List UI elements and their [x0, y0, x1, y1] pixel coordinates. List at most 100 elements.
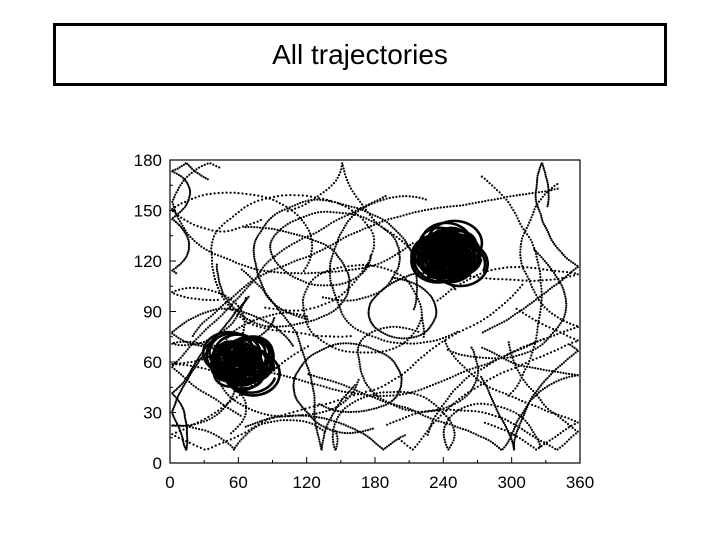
trajectory-point [347, 212, 351, 215]
trajectory-point [442, 436, 446, 439]
trajectory-point [246, 322, 249, 325]
trajectory-point [377, 337, 380, 340]
trajectory-point [479, 320, 482, 323]
trajectory-point [188, 286, 192, 289]
trajectory-point [350, 387, 353, 390]
trajectory-point [295, 233, 298, 236]
trajectory-point [525, 383, 529, 386]
trajectory-point [185, 287, 188, 290]
trajectory-point [448, 423, 451, 426]
trajectory-point [182, 384, 185, 387]
trajectory-point [301, 301, 305, 304]
trajectory-point [537, 191, 541, 194]
trajectory-point [185, 431, 188, 434]
trajectory-point [492, 311, 495, 314]
trajectory-point [244, 431, 247, 434]
trajectory-point [568, 375, 571, 378]
trajectory-point [327, 199, 331, 203]
trajectory-point [354, 264, 357, 267]
trajectory-point [473, 275, 476, 278]
trajectory-point [390, 234, 393, 237]
trajectory-point [288, 309, 291, 312]
trajectory-point [171, 332, 174, 335]
trajectory-point [175, 420, 178, 423]
trajectory-point [355, 195, 358, 198]
trajectory-point [191, 366, 194, 369]
trajectory-point [394, 280, 397, 283]
trajectory-point [321, 443, 324, 446]
trajectory-point [206, 162, 209, 165]
trajectory-point [314, 239, 317, 243]
trajectory-point [559, 331, 562, 334]
trajectory-point [292, 326, 295, 329]
trajectory-point [182, 375, 185, 378]
trajectory-point [254, 277, 257, 280]
trajectory-point [493, 198, 496, 201]
trajectory-point [293, 232, 296, 236]
trajectory-point [252, 323, 255, 326]
trajectory-point [389, 422, 392, 425]
trajectory-point [341, 313, 344, 316]
trajectory-point [440, 420, 443, 423]
trajectory-point [542, 368, 545, 371]
trajectory-point [309, 376, 312, 379]
trajectory-point [215, 319, 218, 322]
trajectory-point [398, 237, 401, 241]
trajectory-point [199, 353, 202, 357]
trajectory-point [220, 409, 223, 412]
trajectory-point [294, 276, 297, 279]
trajectory-point [340, 399, 343, 402]
trajectory-point [528, 360, 531, 363]
trajectory-point [201, 194, 204, 197]
trajectory-point [325, 225, 328, 228]
trajectory-point [337, 389, 340, 392]
trajectory-point [569, 336, 572, 339]
trajectory-point [171, 170, 174, 173]
trajectory-point [406, 339, 409, 342]
trajectory-point [560, 319, 564, 323]
trajectory-point [562, 270, 565, 273]
trajectory-point [518, 424, 521, 427]
trajectory-point [514, 397, 517, 400]
trajectory-point [313, 403, 316, 406]
trajectory-point [390, 282, 393, 285]
trajectory-point [233, 446, 237, 449]
trajectory-point [299, 344, 302, 347]
trajectory-point [388, 348, 391, 351]
trajectory-point [337, 270, 340, 273]
trajectory-point [176, 395, 180, 398]
trajectory-point [404, 416, 408, 419]
trajectory-point [259, 218, 262, 222]
trajectory-point [318, 427, 322, 430]
trajectory-point [512, 446, 515, 449]
trajectory-point [322, 340, 325, 344]
trajectory-point [302, 215, 305, 218]
trajectory-point [445, 443, 448, 446]
trajectory-point [405, 241, 408, 244]
trajectory-point [506, 299, 509, 302]
trajectory-point [171, 413, 174, 416]
trajectory-point [313, 394, 316, 397]
trajectory-point [350, 393, 353, 396]
trajectory-point [422, 327, 425, 330]
trajectory-point [519, 374, 522, 377]
trajectory-point [181, 386, 184, 389]
trajectory-point [194, 196, 197, 199]
trajectory-point [377, 262, 380, 265]
trajectory-point [329, 272, 332, 275]
trajectory-point [560, 378, 563, 381]
trajectory-point [563, 442, 566, 445]
trajectory-point [485, 437, 488, 440]
trajectory-point [229, 396, 232, 399]
trajectory-point [442, 431, 445, 434]
trajectory-point [247, 424, 250, 427]
trajectory-point [418, 440, 421, 443]
trajectory-point [526, 233, 529, 236]
trajectory-point [194, 365, 197, 368]
trajectory-point [522, 267, 525, 270]
trajectory-point [349, 335, 352, 338]
trajectory-point [368, 394, 371, 398]
trajectory-point [295, 312, 299, 316]
trajectory-point [314, 352, 317, 355]
trajectory-point [502, 266, 505, 270]
